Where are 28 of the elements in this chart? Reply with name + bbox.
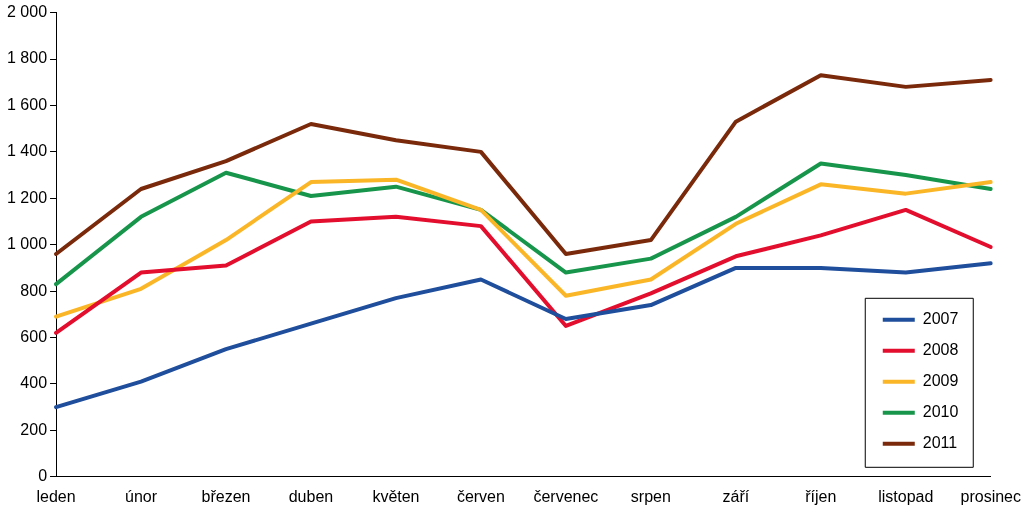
y-tick-label: 400 bbox=[20, 374, 48, 392]
x-tick-label: únor bbox=[125, 487, 158, 505]
legend-label: 2009 bbox=[922, 372, 959, 390]
x-tick-label: říjen bbox=[805, 487, 837, 505]
x-tick-label: srpen bbox=[630, 487, 671, 505]
y-tick-label: 1 800 bbox=[6, 49, 48, 67]
legend-label: 2008 bbox=[922, 341, 959, 359]
x-tick-label: leden bbox=[36, 487, 76, 505]
x-tick-label: červen bbox=[456, 487, 505, 505]
x-tick-label: září bbox=[722, 487, 750, 505]
x-tick-label: březen bbox=[201, 487, 251, 505]
y-tick-label: 1 000 bbox=[6, 235, 48, 253]
y-tick-label: 1 200 bbox=[6, 188, 48, 206]
x-tick-label: duben bbox=[288, 487, 334, 505]
y-tick-label: 1 600 bbox=[6, 95, 48, 113]
x-tick-label: květen bbox=[372, 487, 420, 505]
x-tick-label: prosinec bbox=[960, 487, 1021, 505]
x-tick-label: listopad bbox=[878, 487, 934, 505]
y-tick-label: 2 000 bbox=[6, 3, 48, 21]
y-tick-label: 200 bbox=[20, 420, 48, 438]
y-tick-label: 0 bbox=[38, 467, 48, 485]
y-tick-label: 800 bbox=[20, 281, 48, 299]
y-tick-label: 1 400 bbox=[6, 142, 48, 160]
y-tick-label: 600 bbox=[20, 327, 48, 345]
x-tick-label: červenec bbox=[533, 487, 599, 505]
legend-label: 2011 bbox=[922, 434, 958, 452]
legend-label: 2007 bbox=[922, 310, 959, 328]
legend-label: 2010 bbox=[922, 403, 959, 421]
